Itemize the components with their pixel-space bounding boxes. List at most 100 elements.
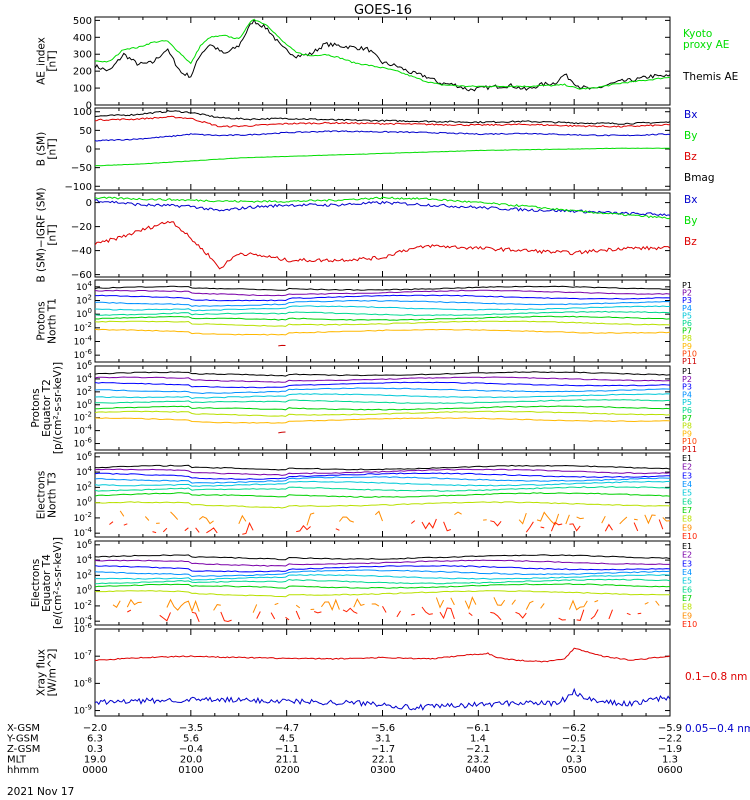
series-line-0: [95, 199, 670, 217]
y-tick-label: 10-2: [74, 511, 92, 524]
y-tick-label: 100: [73, 107, 92, 118]
y-tick-label: 10-2: [74, 321, 92, 334]
series-line-1: [95, 687, 670, 711]
legend-entry: Bmag: [684, 172, 715, 184]
channel-label-E3: E3: [682, 471, 692, 480]
orbit-value: 0200: [274, 765, 299, 776]
y-axis-label: Protons: [30, 388, 42, 427]
orbit-value: −5.9: [658, 723, 682, 734]
channel-line-P8: [95, 320, 670, 327]
legend-entry: Themis AE: [682, 71, 738, 83]
y-tick-label: 500: [73, 16, 92, 27]
plot-title: GOES-16: [354, 3, 412, 18]
channel-line-E2: [95, 559, 670, 567]
orbit-value: −6.2: [562, 723, 586, 734]
y-axis-label: Xray flux: [36, 649, 48, 696]
y-tick-label: 102: [76, 480, 92, 493]
channel-line-P8: [95, 410, 670, 417]
legend-entry: By: [684, 215, 697, 227]
legend-entry: Bz: [684, 236, 697, 248]
y-tick-label: 10-4: [74, 424, 93, 437]
y-tick-label: 0: [86, 101, 92, 112]
channel-line-P2: [95, 289, 670, 297]
channel-line-E4: [95, 476, 670, 484]
series-line-1: [95, 115, 670, 128]
channel-label-E5: E5: [682, 489, 692, 498]
y-tick-label: 100: [76, 496, 92, 509]
channel-line-E5: [95, 574, 670, 581]
orbit-value: 22.1: [372, 755, 394, 766]
orbit-value: 0300: [370, 765, 395, 776]
channel-line-E5: [95, 480, 670, 487]
orbit-value: 23.2: [467, 755, 489, 766]
channel-label-P10: P10: [682, 437, 697, 446]
legend-entry: Kyoto: [683, 28, 712, 40]
channel-line-P3: [95, 381, 670, 389]
orbit-value: −3.5: [179, 723, 203, 734]
orbit-value: 6.3: [87, 734, 103, 745]
legend-entry: By: [684, 130, 697, 142]
channel-label-E7: E7: [682, 594, 692, 603]
series-line-0: [95, 110, 670, 125]
channel-label-E1: E1: [682, 542, 692, 551]
channel-line-P4: [95, 387, 670, 395]
channel-line-P2: [95, 376, 670, 383]
channel-line-E3: [95, 564, 670, 573]
channel-label-E5: E5: [682, 577, 692, 586]
y-tick-label: 10-2: [74, 411, 92, 424]
channel-label-P4: P4: [682, 304, 692, 313]
y-axis-label: [nT]: [47, 224, 59, 245]
orbit-value: 0000: [82, 765, 107, 776]
orbit-value: 0.3: [566, 755, 582, 766]
y-axis-label: [p/(cm²-s-sr-keV)]: [52, 362, 64, 454]
series-line-1: [95, 19, 670, 90]
y-axis-label: [nT]: [47, 138, 59, 159]
orbit-value: −5.6: [371, 723, 395, 734]
orbit-value: 19.0: [84, 755, 106, 766]
orbit-value: −0.5: [562, 734, 586, 745]
channel-line-P7: [95, 315, 670, 321]
orbit-table: X-GSM −2.0 −3.5 −4.7 −5.6 −6.1 −6.2 −5.9 Y-GSM 6.…: [6, 723, 683, 776]
y-tick-label: 10-6: [74, 348, 93, 361]
y-tick-label: 10-6: [74, 437, 93, 450]
channel-label-P11: P11: [682, 445, 697, 454]
channel-label-P3: P3: [682, 296, 692, 305]
y-tick-label: 10-4: [74, 335, 93, 348]
series-line-3: [95, 147, 670, 167]
y-tick-label: 10-4: [74, 614, 93, 627]
channel-label-E1: E1: [682, 454, 692, 463]
channel-label-E2: E2: [682, 463, 692, 472]
y-tick-label: −40: [71, 246, 92, 257]
channel-line-P6: [95, 310, 670, 317]
y-tick-label: 106: [76, 359, 92, 372]
series-line-0: [95, 18, 670, 92]
panel-bdiff: 0 −20 −40 −60 B (SM)−IGRF (SM) [nT] Bx By Bz: [36, 187, 698, 282]
channel-label-E8: E8: [682, 603, 692, 612]
channel-label-P1: P1: [682, 367, 692, 376]
y-tick-label: 102: [76, 568, 92, 581]
channel-label-E4: E4: [682, 568, 692, 577]
orbit-value: −2.0: [83, 723, 107, 734]
legend-entry: proxy AE: [683, 39, 729, 51]
panel-e_t4: 106 104 102 100 10-2 10-4 Electrons Equator T4[…: [30, 537, 697, 629]
orbit-value: 0.3: [87, 744, 103, 755]
y-tick-label: 104: [76, 553, 92, 566]
channel-label-P6: P6: [682, 406, 692, 415]
legend-entry: 0.1−0.8 nm: [685, 671, 747, 683]
y-axis-label: Equator T2: [41, 379, 53, 437]
y-tick-label: 10-2: [74, 599, 92, 612]
channel-line-E10: [109, 518, 664, 535]
orbit-value: 4.5: [279, 734, 295, 745]
panel-frame: [94, 16, 671, 106]
channel-line-E3: [95, 472, 670, 480]
y-tick-label: 106: [76, 538, 92, 551]
y-tick-label: 200: [73, 67, 92, 78]
y-axis-label: B (SM): [36, 132, 48, 166]
channel-line-E6: [95, 578, 670, 585]
y-axis-label: Equator T4: [41, 554, 53, 612]
y-tick-label: 300: [73, 50, 92, 61]
orbit-value: −6.1: [466, 723, 490, 734]
channel-label-P9: P9: [682, 342, 692, 351]
